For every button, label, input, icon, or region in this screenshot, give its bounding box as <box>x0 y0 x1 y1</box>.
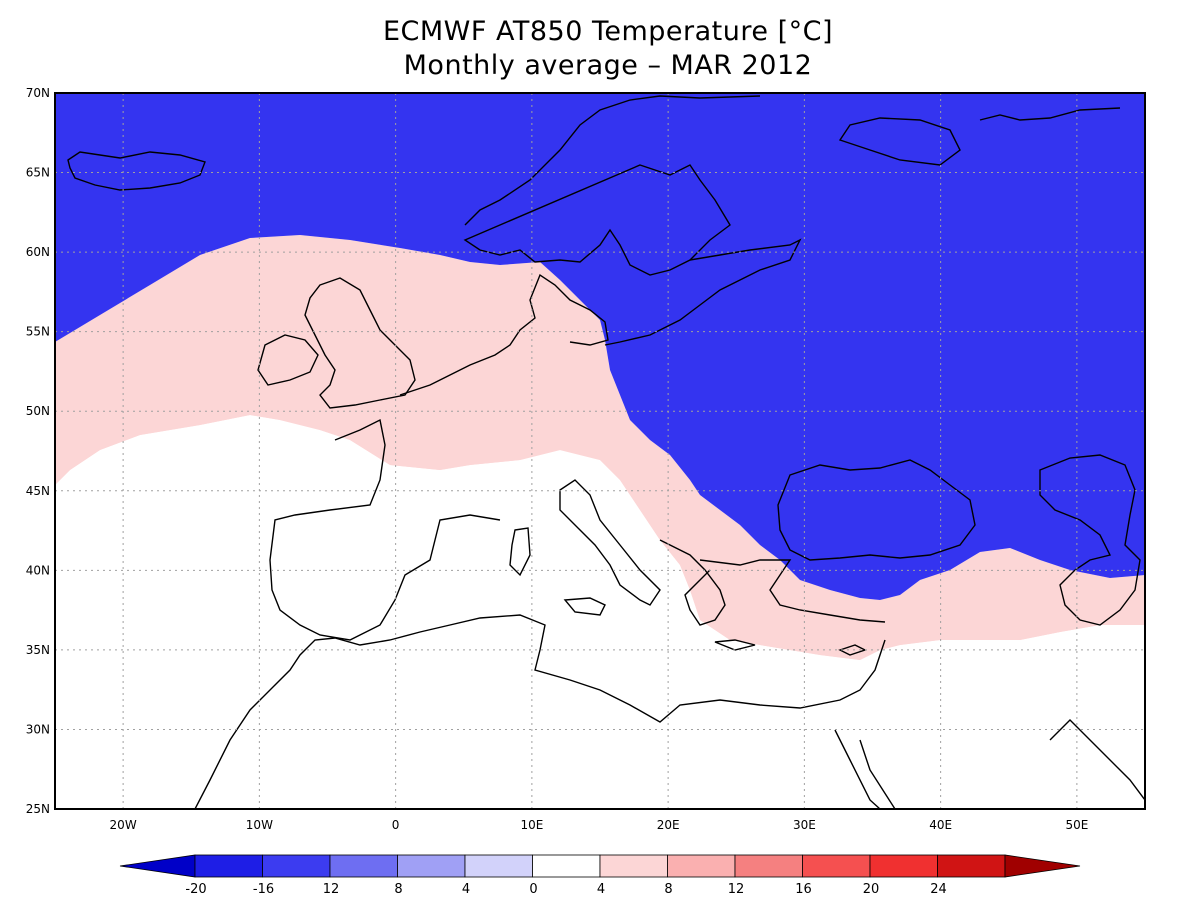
lat-label: 25N <box>26 802 50 816</box>
coast-white-sea <box>838 107 1121 166</box>
colorbar-min-arrow <box>119 854 196 878</box>
lon-label: 20W <box>110 818 137 832</box>
colorbar-label: 8 <box>664 882 672 897</box>
colorbar-swatch <box>667 854 736 878</box>
longitude-labels: 20W 10W 0 10E 20E 30E 40E 50E <box>110 818 1089 832</box>
map-title: ECMWF AT850 Temperature [°C] <box>382 16 834 47</box>
coast-ireland <box>257 334 319 386</box>
colorbar-swatch <box>599 854 668 878</box>
colorbar-label: 4 <box>462 882 470 897</box>
coast-uk <box>304 277 416 409</box>
coast-france-iberia <box>269 418 501 641</box>
colorbar-label: 8 <box>394 882 402 897</box>
map-frame <box>54 92 1146 810</box>
lon-label: 50E <box>1065 818 1088 832</box>
lon-label: 20E <box>657 818 680 832</box>
lon-label: 0 <box>392 818 400 832</box>
coast-north-europe <box>399 273 609 396</box>
colorbar-label: 12 <box>728 882 745 897</box>
coast-sicily <box>563 597 606 616</box>
colorbar-swatch <box>262 854 331 878</box>
colorbar-swatch <box>532 854 601 878</box>
colorbar-swatch <box>802 854 871 878</box>
temperature-field <box>55 93 1145 809</box>
lat-label: 60N <box>26 245 50 259</box>
lat-label: 45N <box>26 484 50 498</box>
colorbar-label: 16 <box>795 882 812 897</box>
lat-label: 35N <box>26 643 50 657</box>
coast-italy <box>559 479 661 606</box>
lat-label: 40N <box>26 563 50 577</box>
lon-label: 10E <box>520 818 543 832</box>
coast-baltic-russia <box>604 238 802 346</box>
lat-label: 55N <box>26 325 50 339</box>
colorbar-swatch <box>194 854 263 878</box>
coast-arabia <box>1049 719 1145 801</box>
colorbar-swatch <box>734 854 803 878</box>
colorbar-label: 24 <box>930 882 947 897</box>
coast-north-africa <box>194 614 886 809</box>
colorbar-label: -20 <box>185 882 206 897</box>
colorbar-label: 12 <box>323 882 340 897</box>
colorbar-max-arrow <box>1004 854 1081 878</box>
coast-scandinavia <box>463 95 761 276</box>
lat-label: 30N <box>26 722 50 736</box>
coast-sardinia <box>509 527 531 577</box>
colorbar-swatch <box>464 854 533 878</box>
colorbar-swatch <box>937 854 1006 878</box>
colorbar-label: 0 <box>529 882 537 897</box>
coast-balkans-greece <box>659 539 886 626</box>
coast-black-sea <box>777 459 976 561</box>
lon-label: 30E <box>793 818 816 832</box>
coast-iceland <box>67 151 206 191</box>
colorbar-label: 20 <box>863 882 880 897</box>
colorbar-swatch <box>397 854 466 878</box>
lat-label: 65N <box>26 166 50 180</box>
lat-label: 70N <box>26 86 50 100</box>
coast-crete <box>714 639 756 651</box>
lon-label: 40E <box>929 818 952 832</box>
coast-red-sea <box>834 729 896 809</box>
latitude-labels: 70N 65N 60N 55N 50N 45N 40N 35N 30N 25N <box>26 86 50 816</box>
colorbar-label: 4 <box>597 882 605 897</box>
lat-label: 50N <box>26 404 50 418</box>
colorbar-label: -16 <box>253 882 274 897</box>
colorbar: -20 -16 12 8 4 0 4 8 12 16 20 24 <box>119 854 1081 897</box>
map-subtitle: Monthly average – MAR 2012 <box>403 50 813 81</box>
band-below-0 <box>55 93 1145 600</box>
coast-caspian <box>1039 454 1141 626</box>
colorbar-swatch <box>869 854 938 878</box>
lon-label: 10W <box>246 818 273 832</box>
gridlines <box>55 93 1145 809</box>
coastlines <box>67 95 1145 809</box>
colorbar-swatch <box>329 854 398 878</box>
